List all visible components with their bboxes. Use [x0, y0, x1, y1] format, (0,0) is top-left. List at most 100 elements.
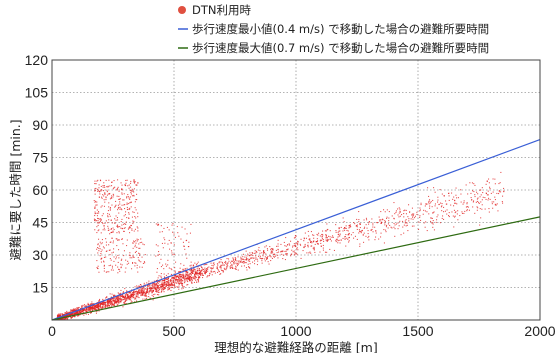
- data-point: [156, 284, 158, 286]
- data-point: [174, 282, 176, 284]
- data-point: [96, 222, 98, 224]
- data-point: [183, 277, 185, 279]
- data-point: [292, 246, 294, 248]
- data-point: [130, 186, 132, 188]
- data-point: [296, 247, 298, 249]
- data-point: [117, 239, 119, 241]
- data-point: [241, 265, 243, 267]
- data-point: [119, 226, 121, 228]
- data-point: [270, 248, 272, 250]
- data-point: [138, 243, 140, 245]
- data-point: [106, 250, 108, 252]
- data-point: [107, 300, 109, 302]
- data-point: [149, 288, 151, 290]
- data-point: [217, 271, 219, 273]
- data-point: [137, 291, 139, 293]
- data-point: [177, 276, 179, 278]
- data-point: [95, 306, 97, 308]
- data-point: [216, 267, 218, 269]
- data-point: [116, 300, 118, 302]
- data-point: [502, 202, 504, 204]
- data-point: [64, 317, 66, 319]
- data-point: [137, 239, 139, 241]
- data-point: [121, 184, 123, 186]
- data-point: [93, 218, 95, 220]
- data-point: [96, 212, 98, 214]
- data-point: [172, 280, 174, 282]
- data-point: [84, 304, 86, 306]
- data-point: [267, 261, 269, 263]
- data-point: [254, 250, 256, 252]
- data-point: [124, 184, 126, 186]
- data-point: [372, 226, 374, 228]
- data-point: [188, 278, 190, 280]
- data-point: [107, 229, 109, 231]
- data-point: [141, 266, 143, 268]
- data-point: [139, 286, 141, 288]
- data-point: [399, 210, 401, 212]
- data-point: [101, 242, 103, 244]
- data-point: [248, 255, 250, 257]
- data-point: [194, 277, 196, 279]
- data-point: [267, 249, 269, 251]
- data-point: [114, 206, 116, 208]
- legend-label-slow: 歩行速度最小値(0.4 m/s) で移動した場合の避難所要時間: [192, 22, 489, 36]
- data-point: [195, 264, 197, 266]
- data-point: [455, 202, 457, 204]
- data-point: [278, 251, 280, 253]
- data-point: [271, 257, 273, 259]
- data-point: [90, 307, 92, 309]
- data-point: [110, 269, 112, 271]
- data-point: [78, 308, 80, 310]
- data-point: [97, 224, 99, 226]
- data-point: [496, 192, 498, 194]
- data-point: [148, 293, 150, 295]
- data-point: [381, 221, 383, 223]
- data-point: [220, 266, 222, 268]
- data-point: [182, 268, 184, 270]
- data-point: [176, 282, 178, 284]
- data-point: [172, 276, 174, 278]
- data-point: [191, 269, 193, 271]
- data-point: [112, 242, 114, 244]
- data-point: [425, 203, 427, 205]
- data-point: [384, 222, 386, 224]
- data-point: [322, 230, 324, 232]
- data-point: [465, 206, 467, 208]
- data-point: [95, 212, 97, 214]
- data-point: [155, 280, 157, 282]
- data-point: [86, 310, 88, 312]
- data-point: [217, 264, 219, 266]
- data-point: [240, 256, 242, 258]
- data-point: [367, 230, 369, 232]
- data-point: [193, 278, 195, 280]
- data-point: [97, 230, 99, 232]
- data-point: [146, 288, 148, 290]
- data-point: [385, 226, 387, 228]
- data-point: [133, 181, 135, 183]
- data-point: [433, 187, 435, 189]
- data-point: [219, 266, 221, 268]
- data-point: [108, 304, 110, 306]
- data-point: [122, 306, 124, 308]
- data-point: [467, 193, 469, 195]
- data-point: [262, 257, 264, 259]
- data-point: [347, 234, 349, 236]
- data-point: [403, 232, 405, 234]
- data-point: [110, 232, 112, 234]
- data-point: [230, 260, 232, 262]
- data-point: [264, 256, 266, 258]
- data-point: [237, 263, 239, 265]
- data-point: [487, 199, 489, 201]
- data-point: [121, 295, 123, 297]
- data-point: [171, 285, 173, 287]
- data-point: [138, 292, 140, 294]
- data-point: [88, 307, 90, 309]
- data-point: [157, 286, 159, 288]
- data-point: [136, 290, 138, 292]
- data-point: [132, 262, 134, 264]
- data-point: [225, 269, 227, 271]
- data-point: [178, 279, 180, 281]
- data-point: [110, 303, 112, 305]
- data-point: [99, 218, 101, 220]
